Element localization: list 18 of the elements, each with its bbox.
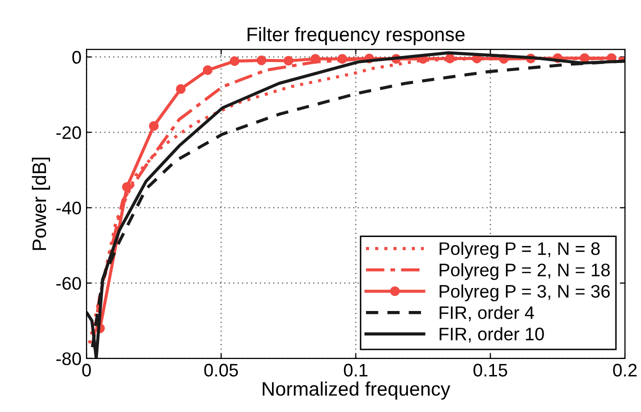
x-tick-label: 0.1: [344, 364, 368, 377]
chart-title: Filter frequency response: [248, 27, 465, 46]
y-tick-label: -80: [56, 352, 81, 366]
y-tick-label: -60: [56, 277, 81, 290]
legend-label: Polyreg P = 1, N = 8: [440, 242, 600, 259]
legend-label: Polyreg P = 3, N = 36: [440, 284, 610, 302]
legend-label: FIR, order 10: [440, 327, 544, 343]
y-tick-label: -20: [56, 126, 81, 140]
y-tick-label: -40: [56, 202, 81, 214]
x-tick-label: 0: [82, 364, 91, 377]
x-tick-label: 0.2: [613, 364, 637, 377]
x-tick-label: 0.05: [204, 364, 238, 377]
legend-label: FIR, order 4: [440, 306, 534, 322]
legend-label: Polyreg P = 2, N = 18: [440, 263, 610, 280]
x-axis-title: Normalized frequency: [262, 382, 450, 400]
y-tick-label: 0: [72, 50, 81, 64]
y-axis-title: Power [dB]: [32, 158, 50, 250]
x-tick-label: 0.15: [474, 364, 508, 377]
